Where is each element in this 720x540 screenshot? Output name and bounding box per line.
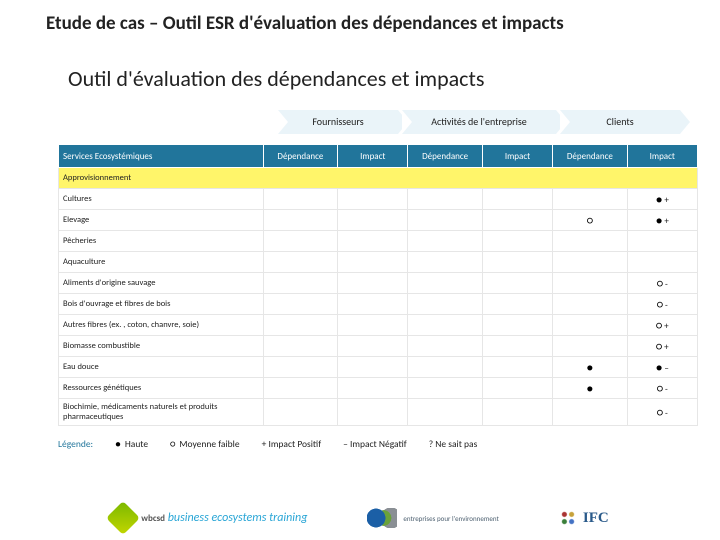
row-cultures: Cultures	[59, 189, 264, 210]
table-row: Cultures	[59, 189, 698, 210]
wbcsd-name: wbcsd	[141, 513, 165, 524]
row-bois: Bois d'ouvrage et fibres de bois	[59, 294, 264, 315]
table-row: Elevage	[59, 210, 698, 231]
section-approvisionnement: Approvisionnement	[59, 168, 698, 189]
page-title: Etude de cas – Outil ESR d'évaluation de…	[46, 12, 702, 35]
ifc-name: IFC	[583, 510, 609, 527]
cell-symbol	[627, 315, 697, 336]
cell-symbol	[553, 357, 627, 378]
chevron-row: Fournisseurs Activités de l'entreprise C…	[278, 110, 702, 138]
table-row: Bois d'ouvrage et fibres de bois	[59, 294, 698, 315]
table-row: Autres fibres (ex. , coton, chanvre, soi…	[59, 315, 698, 336]
wbcsd-tagline: business ecosystems training	[165, 511, 307, 525]
row-biomasse: Biomasse combustible	[59, 336, 264, 357]
cell-symbol	[627, 399, 697, 426]
cell-symbol	[627, 378, 697, 399]
row-ressources-genetiques: Ressources génétiques	[59, 378, 264, 399]
col-imp-clients: Impact	[627, 145, 697, 168]
col-services: Services Ecosystémiques	[59, 145, 264, 168]
table-row: Pêcheries	[59, 231, 698, 252]
legend-positif: + Impact Positif	[262, 438, 322, 450]
cell-symbol	[627, 210, 697, 231]
legend: Légende: Haute Moyenne faible + Impact P…	[58, 438, 702, 450]
col-dep-activites: Dépendance	[408, 145, 482, 168]
table-header-row: Services Ecosystémiques Dépendance Impac…	[59, 145, 698, 168]
row-elevage: Elevage	[59, 210, 264, 231]
table-row: Aquaculture	[59, 252, 698, 273]
row-pecheries: Pêcheries	[59, 231, 264, 252]
footer-logos: wbcsd business ecosystems training entre…	[0, 506, 720, 530]
dot-open-icon	[170, 438, 175, 450]
row-biochimie: Biochimie, médicaments naturels et produ…	[59, 399, 264, 426]
logo-epe: entreprises pour l'environnement	[367, 508, 498, 528]
cell-symbol	[627, 357, 697, 378]
dot-full-icon	[115, 438, 121, 450]
col-imp-activites: Impact	[482, 145, 552, 168]
cell-symbol	[627, 336, 697, 357]
row-eau-douce: Eau douce	[59, 357, 264, 378]
logo-ifc: IFC	[559, 509, 609, 527]
cell-symbol	[553, 378, 627, 399]
row-autres-fibres: Autres fibres (ex. , coton, chanvre, soi…	[59, 315, 264, 336]
legend-nesaitpas: ? Ne sait pas	[429, 438, 478, 450]
table-row: Aliments d'origine sauvage	[59, 273, 698, 294]
section-label: Approvisionnement	[59, 168, 698, 189]
logo-text: wbcsd business ecosystems training	[141, 511, 307, 525]
legend-text: Haute	[125, 438, 148, 450]
cell-symbol	[627, 273, 697, 294]
chevron-fournisseurs: Fournisseurs	[278, 110, 398, 134]
legend-haute: Haute	[115, 438, 148, 450]
col-dep-clients: Dépendance	[553, 145, 627, 168]
table-row: Biomasse combustible	[59, 336, 698, 357]
col-dep-fournisseurs: Dépendance	[263, 145, 337, 168]
logo-wbcsd: wbcsd business ecosystems training	[111, 506, 307, 530]
cell-symbol	[627, 294, 697, 315]
epe-circles-icon	[367, 508, 397, 528]
chevron-clients: Clients	[560, 110, 680, 134]
table-row: Biochimie, médicaments naturels et produ…	[59, 399, 698, 426]
legend-label: Légende:	[58, 438, 93, 450]
table-row: Ressources génétiques	[59, 378, 698, 399]
col-imp-fournisseurs: Impact	[338, 145, 408, 168]
ifc-square-icon	[559, 509, 577, 527]
cell-symbol	[627, 189, 697, 210]
cell-symbol	[553, 210, 627, 231]
table-row: Eau douce	[59, 357, 698, 378]
legend-text: Moyenne faible	[179, 438, 239, 450]
slide: Etude de cas – Outil ESR d'évaluation de…	[0, 0, 720, 540]
legend-moyenne: Moyenne faible	[170, 438, 239, 450]
impact-matrix-table: Services Ecosystémiques Dépendance Impac…	[58, 144, 698, 426]
page-subtitle: Outil d'évaluation des dépendances et im…	[68, 65, 702, 92]
row-aquaculture: Aquaculture	[59, 252, 264, 273]
legend-negatif: – Impact Négatif	[343, 438, 407, 450]
row-aliments-sauvages: Aliments d'origine sauvage	[59, 273, 264, 294]
chevron-activites: Activités de l'entreprise	[402, 110, 556, 134]
wbcsd-lozenge-icon	[106, 501, 140, 535]
epe-tagline: entreprises pour l'environnement	[403, 514, 498, 523]
